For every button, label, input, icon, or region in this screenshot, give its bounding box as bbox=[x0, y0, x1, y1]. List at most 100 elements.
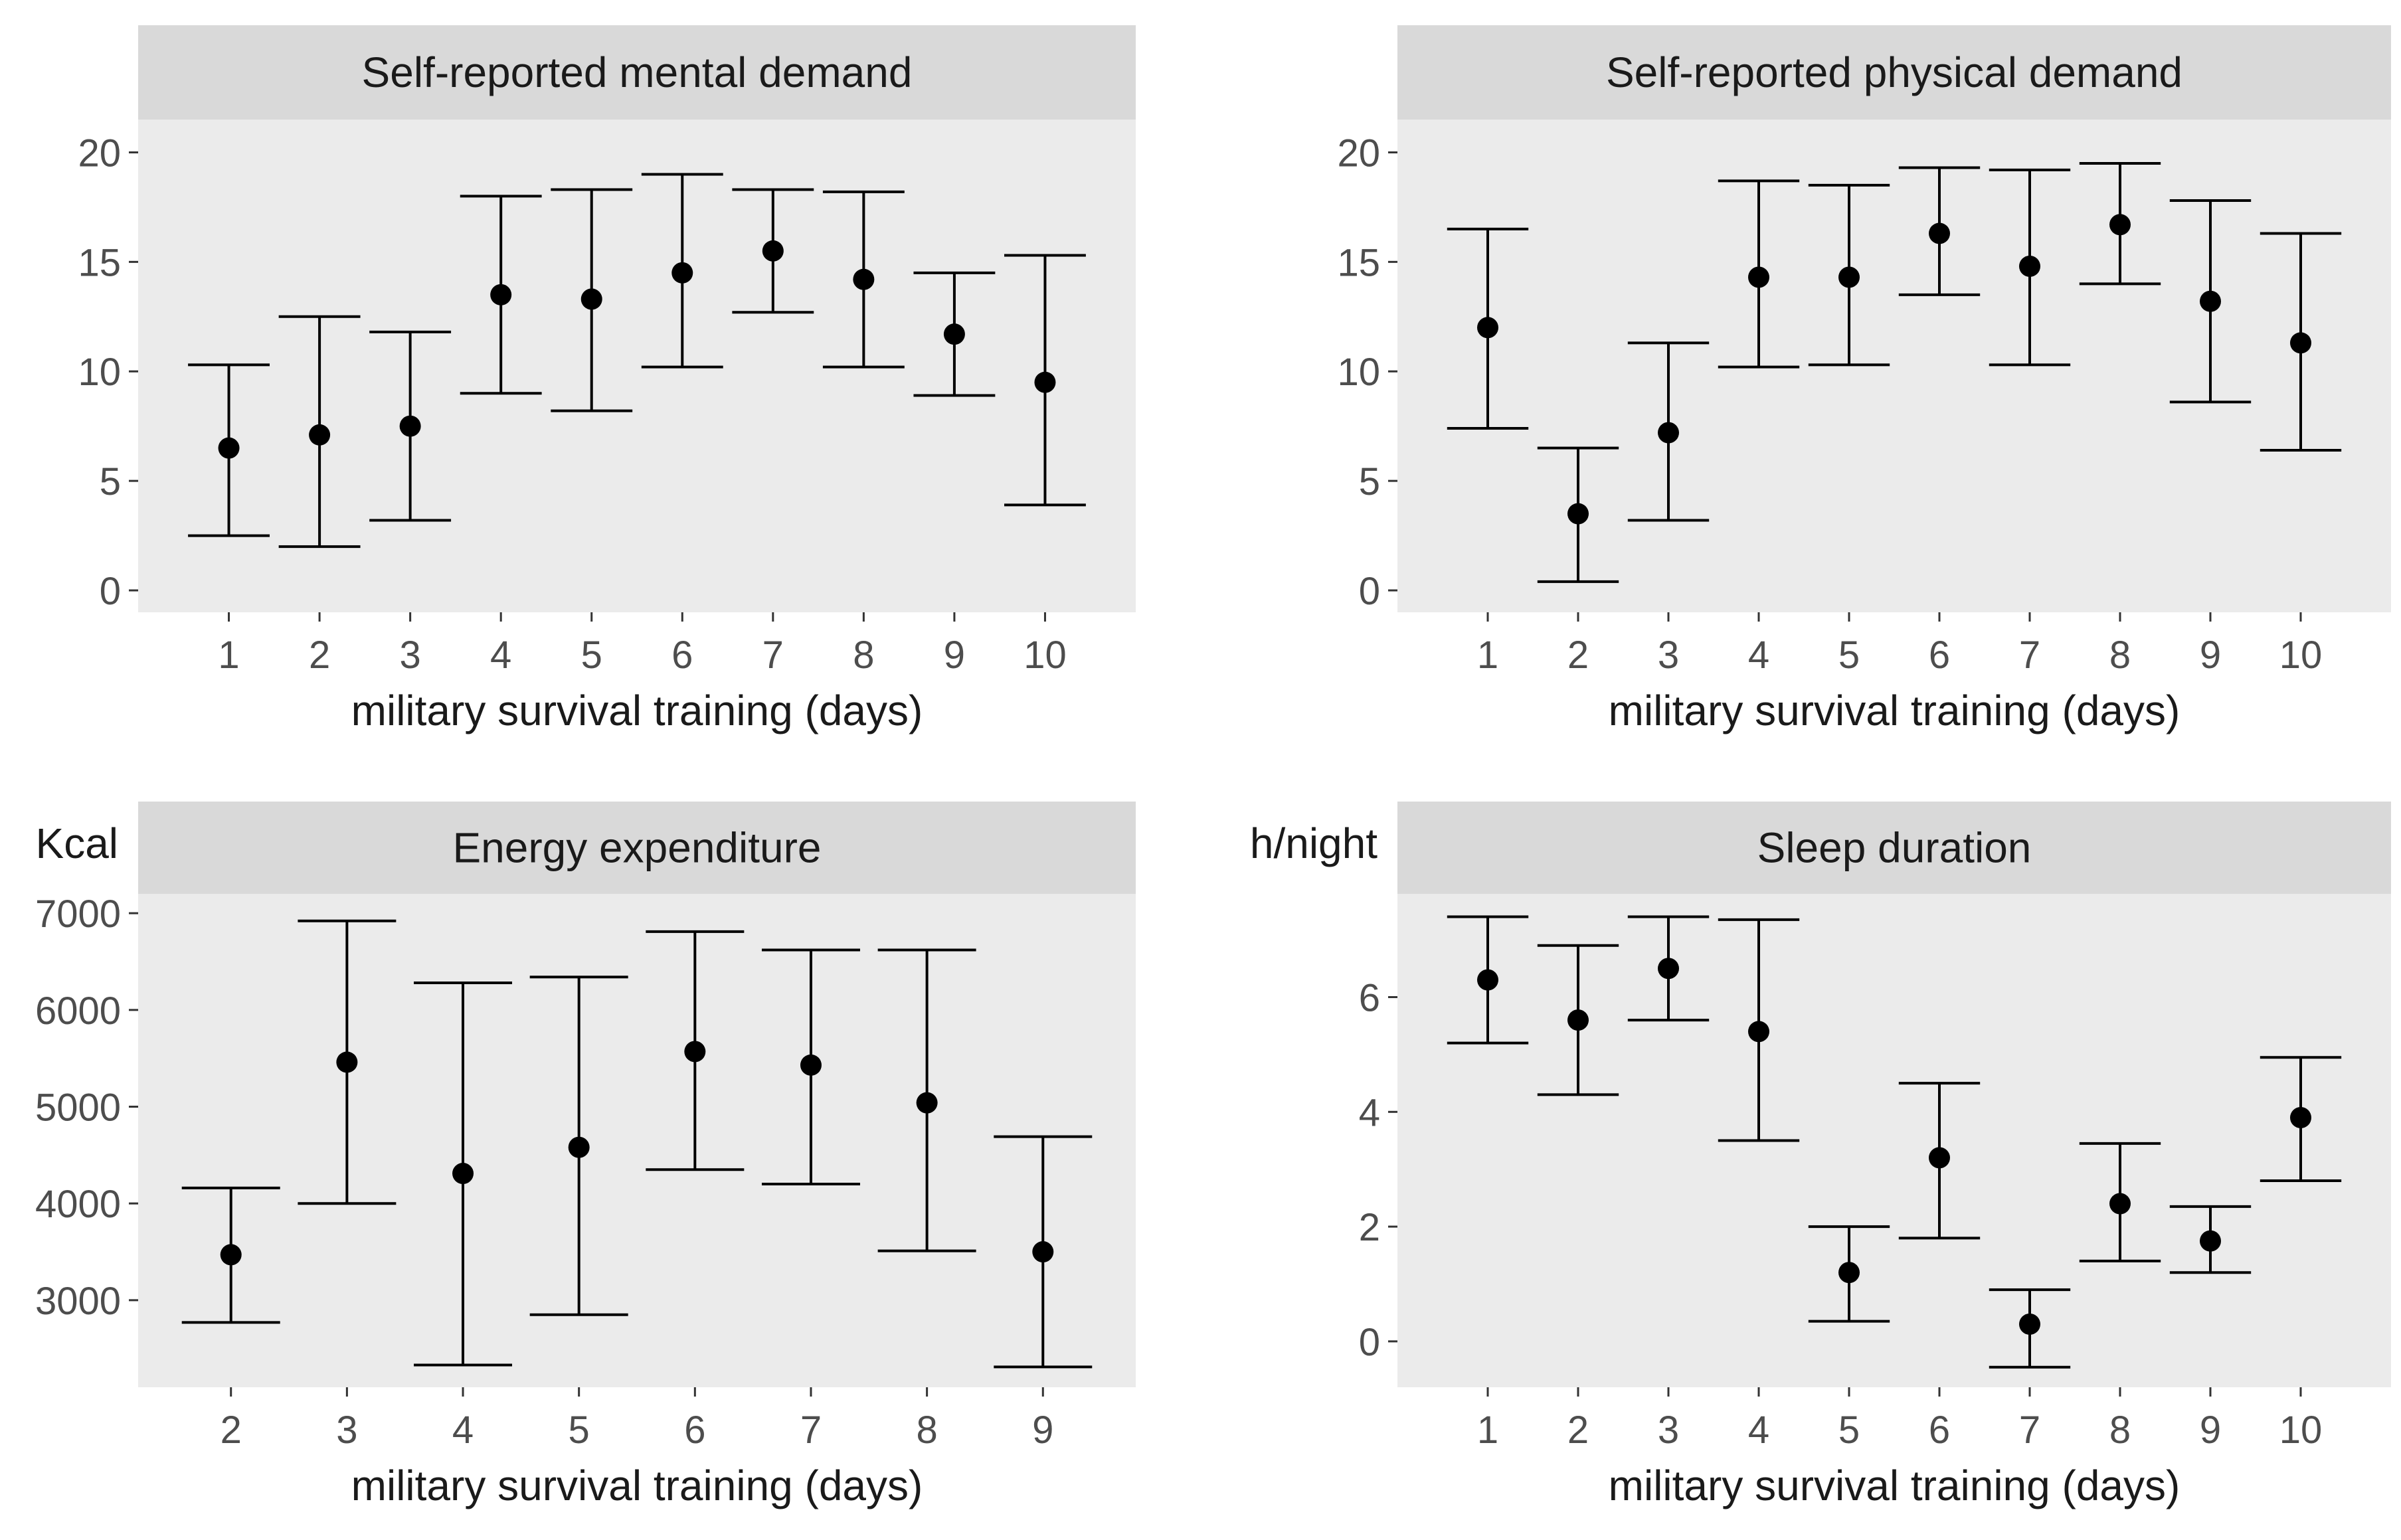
x-tick-label: 5 bbox=[1838, 634, 1860, 677]
x-axis-title: military survival training (days) bbox=[1609, 1462, 2180, 1509]
data-point bbox=[1034, 371, 1056, 393]
data-point bbox=[762, 240, 784, 262]
data-point bbox=[2109, 214, 2131, 236]
x-tick-label: 5 bbox=[581, 634, 602, 677]
x-tick-label: 6 bbox=[684, 1409, 705, 1452]
x-tick-label: 8 bbox=[2109, 1409, 2131, 1452]
x-tick-label: 3 bbox=[1658, 634, 1679, 677]
y-tick-label: 5000 bbox=[35, 1086, 121, 1130]
x-tick-label: 3 bbox=[336, 1409, 357, 1452]
x-tick-label: 4 bbox=[452, 1409, 474, 1452]
panel-2: Self-reported physical demand 0 5 10 15 20 1 2 3… bbox=[1337, 25, 2391, 734]
data-point bbox=[1748, 266, 1769, 288]
data-point bbox=[2290, 1106, 2311, 1128]
x-tick-label: 10 bbox=[1023, 634, 1067, 677]
y-tick-label: 0 bbox=[100, 570, 121, 613]
data-point bbox=[2200, 290, 2221, 312]
data-point bbox=[1567, 503, 1589, 525]
x-tick-label: 4 bbox=[1748, 634, 1769, 677]
x-tick-label: 7 bbox=[2019, 634, 2040, 677]
y-tick-label: 7000 bbox=[35, 893, 121, 936]
plot-area bbox=[138, 120, 1136, 612]
x-tick-label: 8 bbox=[2109, 634, 2131, 677]
x-tick-label: 5 bbox=[569, 1409, 590, 1452]
x-tick-label: 7 bbox=[800, 1409, 822, 1452]
y-tick-label: 0 bbox=[1359, 1321, 1380, 1364]
y-tick-label: 2 bbox=[1359, 1206, 1380, 1249]
x-tick-label: 1 bbox=[1477, 1409, 1498, 1452]
y-tick-label: 5 bbox=[100, 460, 121, 503]
x-tick-label: 2 bbox=[1567, 1409, 1589, 1452]
y-tick-label: 15 bbox=[1337, 241, 1380, 284]
data-point bbox=[1929, 222, 1950, 244]
facet-strip bbox=[1397, 802, 2391, 894]
data-point bbox=[1929, 1147, 1950, 1169]
x-axis-title: military survival training (days) bbox=[351, 1462, 923, 1509]
x-tick-label: 1 bbox=[1477, 634, 1498, 677]
data-point bbox=[1567, 1009, 1589, 1031]
panel-1: Self-reported mental demand 0 5 10 15 20 1 2 3 4 5… bbox=[78, 25, 1136, 734]
facet-strip bbox=[1397, 25, 2391, 120]
x-tick-label: 2 bbox=[1567, 634, 1589, 677]
data-point bbox=[1748, 1021, 1769, 1043]
data-point bbox=[1658, 958, 1679, 980]
plot-area bbox=[1397, 894, 2391, 1387]
plot-area bbox=[138, 894, 1136, 1387]
data-point bbox=[2109, 1193, 2131, 1215]
data-point bbox=[309, 424, 331, 446]
data-point bbox=[1838, 1262, 1860, 1284]
x-tick-label: 3 bbox=[1658, 1409, 1679, 1452]
y-tick-label: 4 bbox=[1359, 1091, 1380, 1134]
data-point bbox=[218, 437, 240, 459]
x-tick-label: 4 bbox=[1748, 1409, 1769, 1452]
y-tick-label: 20 bbox=[1337, 131, 1380, 175]
panel-title: Self-reported mental demand bbox=[362, 48, 913, 96]
x-tick-label: 7 bbox=[2019, 1409, 2040, 1452]
y-tick-label: 20 bbox=[78, 131, 121, 175]
x-tick-label: 10 bbox=[2279, 634, 2323, 677]
data-point bbox=[452, 1163, 474, 1185]
x-tick-label: 3 bbox=[400, 634, 421, 677]
data-point bbox=[800, 1054, 822, 1076]
x-tick-label: 5 bbox=[1838, 1409, 1860, 1452]
panel-title: Self-reported physical demand bbox=[1606, 48, 2182, 96]
y-tick-label: 10 bbox=[1337, 351, 1380, 394]
x-tick-label: 6 bbox=[1929, 1409, 1950, 1452]
data-point bbox=[1838, 266, 1860, 288]
data-point bbox=[1032, 1241, 1054, 1263]
y-tick-label: 6000 bbox=[35, 989, 121, 1033]
data-point bbox=[2200, 1230, 2221, 1252]
data-point bbox=[580, 288, 602, 310]
y-unit-label: Kcal bbox=[36, 819, 119, 867]
data-point bbox=[671, 262, 693, 284]
data-point bbox=[220, 1244, 242, 1266]
data-point bbox=[568, 1136, 590, 1158]
x-tick-label: 9 bbox=[944, 634, 965, 677]
x-tick-label: 7 bbox=[762, 634, 784, 677]
data-point bbox=[943, 323, 965, 345]
x-tick-label: 10 bbox=[2279, 1409, 2323, 1452]
x-tick-label: 9 bbox=[2200, 1409, 2221, 1452]
panel-4: Sleep duration 0 2 4 6 1 2 3 4 5 6 7 8 9 10 military su… bbox=[1250, 802, 2391, 1509]
y-unit-label: h/night bbox=[1250, 819, 1378, 867]
x-tick-label: 9 bbox=[1032, 1409, 1053, 1452]
data-point bbox=[2019, 1313, 2040, 1335]
facet-strip bbox=[138, 802, 1136, 894]
y-tick-label: 4000 bbox=[35, 1183, 121, 1226]
data-point bbox=[336, 1051, 358, 1073]
y-tick-label: 15 bbox=[78, 241, 121, 284]
data-point bbox=[2290, 332, 2311, 354]
y-tick-label: 5 bbox=[1359, 460, 1380, 503]
data-point bbox=[399, 415, 421, 437]
x-tick-label: 4 bbox=[490, 634, 511, 677]
x-tick-label: 9 bbox=[2200, 634, 2221, 677]
panel-3: Energy expenditure 3000 4000 5000 6000 7000 2 3… bbox=[35, 802, 1136, 1509]
x-tick-label: 6 bbox=[1929, 634, 1950, 677]
data-point bbox=[684, 1041, 706, 1063]
data-point bbox=[1477, 317, 1498, 339]
x-tick-label: 2 bbox=[221, 1409, 242, 1452]
facet-strip bbox=[138, 25, 1136, 120]
x-tick-label: 1 bbox=[218, 634, 239, 677]
x-tick-label: 6 bbox=[671, 634, 693, 677]
